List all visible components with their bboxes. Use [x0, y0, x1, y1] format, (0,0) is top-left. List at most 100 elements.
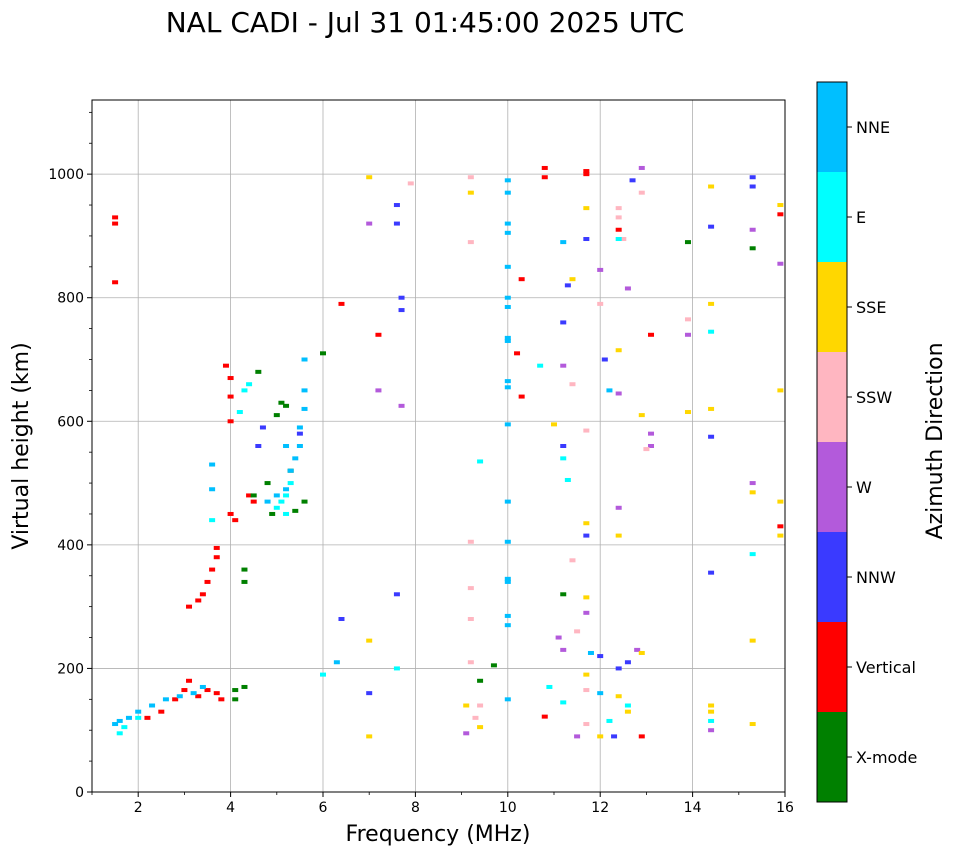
data-point: [537, 363, 544, 368]
data-point: [560, 456, 567, 461]
data-point: [222, 363, 229, 368]
data-point: [504, 190, 511, 195]
data-point: [366, 691, 373, 696]
data-point: [504, 230, 511, 235]
data-point: [624, 660, 631, 665]
data-point: [708, 709, 715, 714]
data-point: [504, 338, 511, 343]
data-point: [684, 317, 691, 322]
data-point: [708, 184, 715, 189]
data-point: [597, 691, 604, 696]
data-point: [749, 638, 756, 643]
data-point: [708, 703, 715, 708]
data-point: [648, 431, 655, 436]
x-tick-label: 4: [226, 800, 235, 816]
data-point: [615, 533, 622, 538]
data-point: [255, 369, 262, 374]
x-tick-label: 12: [591, 800, 609, 816]
data-point: [301, 357, 308, 362]
data-point: [320, 672, 326, 677]
data-point: [560, 320, 567, 325]
data-point: [333, 660, 340, 665]
data-point: [624, 703, 631, 708]
colorbar-segment: [817, 712, 847, 802]
colorbar-label: NNW: [856, 568, 896, 587]
data-point: [283, 444, 290, 448]
data-point: [195, 598, 202, 603]
data-point: [777, 524, 784, 529]
data-point: [583, 722, 590, 727]
data-point: [490, 663, 497, 668]
data-point: [366, 221, 373, 226]
data-point: [504, 623, 511, 628]
data-point: [504, 539, 511, 544]
data-point: [569, 382, 576, 387]
data-point: [467, 660, 474, 665]
data-point: [121, 725, 128, 730]
colorbar-frame: [816, 81, 848, 803]
colorbar-segment: [817, 172, 847, 262]
data-point: [514, 351, 521, 356]
colorbar-label: X-mode: [856, 748, 917, 767]
data-point: [541, 175, 548, 180]
data-point: [407, 181, 414, 186]
data-point: [504, 499, 511, 504]
data-point: [264, 499, 271, 504]
data-point: [708, 728, 715, 733]
data-point: [259, 425, 266, 430]
colorbar-segment: [817, 82, 847, 172]
data-point: [643, 447, 650, 452]
data-point: [546, 684, 553, 689]
data-point: [504, 264, 511, 269]
data-point: [477, 459, 484, 464]
data-point: [615, 391, 622, 396]
data-point: [250, 493, 257, 498]
data-point: [375, 388, 382, 393]
data-point: [638, 190, 645, 195]
data-point: [204, 579, 211, 584]
data-point: [227, 419, 234, 424]
data-point: [269, 511, 276, 516]
data-point: [366, 175, 373, 180]
data-point: [195, 694, 202, 699]
data-point: [569, 558, 576, 563]
data-point: [504, 422, 511, 427]
data-point: [398, 403, 405, 408]
data-point: [638, 734, 645, 739]
y-axis-label: Virtual height (km): [9, 342, 34, 549]
data-point: [684, 410, 691, 415]
data-point: [541, 165, 548, 170]
data-point: [241, 388, 248, 393]
data-point: [112, 221, 119, 226]
data-point: [213, 555, 220, 560]
data-point: [255, 444, 262, 448]
data-point: [283, 487, 290, 492]
data-point: [749, 490, 756, 495]
data-point: [158, 709, 165, 714]
data-point: [186, 678, 193, 683]
data-point: [504, 335, 511, 340]
data-point: [112, 280, 119, 285]
data-point: [393, 203, 400, 208]
data-point: [749, 552, 756, 557]
data-point: [398, 308, 405, 313]
data-point: [634, 647, 641, 652]
data-point: [477, 725, 484, 730]
data-point: [467, 586, 474, 591]
data-point: [583, 169, 590, 174]
data-point: [209, 567, 216, 572]
data-point: [684, 240, 691, 245]
y-tick-label: 0: [75, 785, 84, 801]
data-point: [648, 332, 655, 337]
colorbar-segment: [817, 532, 847, 622]
data-point: [463, 731, 470, 736]
data-point: [135, 715, 142, 720]
data-point: [583, 428, 590, 433]
data-point: [213, 691, 220, 696]
data-point: [624, 709, 631, 714]
data-point: [504, 295, 511, 300]
data-point: [583, 533, 590, 538]
data-point: [338, 301, 345, 306]
data-point: [190, 691, 197, 696]
